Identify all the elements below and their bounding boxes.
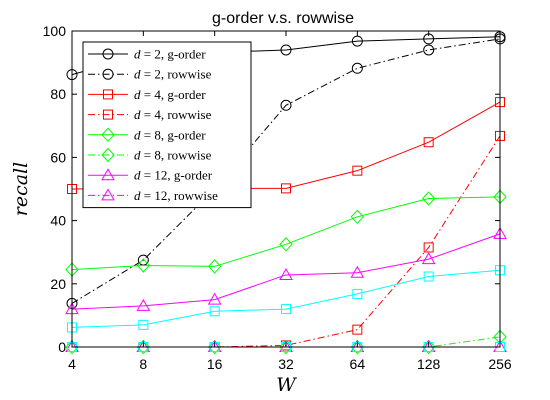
y-axis-label: recall — [10, 162, 32, 216]
legend-label: d = 12, rowwise — [134, 188, 218, 203]
y-tick-label: 80 — [50, 86, 66, 102]
legend-label: d = 4, g-order — [134, 87, 206, 102]
legend-label: d = 2, g-order — [134, 47, 206, 62]
x-tick-label: 32 — [278, 356, 294, 372]
x-tick-label: 128 — [417, 356, 441, 372]
legend-label: d = 4, rowwise — [134, 107, 212, 122]
x-tick-label: 16 — [207, 356, 223, 372]
chart-title: g-order v.s. rowwise — [212, 10, 354, 27]
x-tick-label: 64 — [350, 356, 366, 372]
y-tick-label: 100 — [43, 23, 67, 39]
x-tick-label: 256 — [488, 356, 512, 372]
x-tick-label: 4 — [68, 356, 76, 372]
x-axis-label: W — [276, 374, 297, 396]
x-tick-label: 8 — [139, 356, 147, 372]
y-tick-label: 60 — [50, 149, 66, 165]
legend-label: d = 12, g-order — [134, 168, 213, 183]
legend-entry: d = 2, rowwise — [88, 67, 212, 82]
y-tick-label: 20 — [50, 276, 66, 292]
legend-label: d = 8, rowwise — [134, 148, 212, 163]
y-tick-label: 40 — [50, 213, 66, 229]
legend-label: d = 2, rowwise — [134, 67, 212, 82]
legend: d = 2, g-order d = 2, rowwise d = 4, g-ord… — [83, 42, 251, 208]
legend-entry: d = 8, rowwise — [88, 148, 212, 163]
y-tick-label: 0 — [58, 339, 66, 355]
legend-label: d = 8, g-order — [134, 127, 206, 142]
